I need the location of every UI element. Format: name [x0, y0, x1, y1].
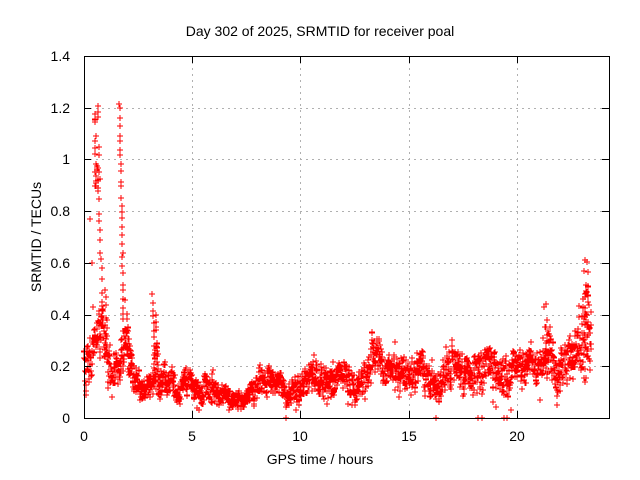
- y-tick-label: 0.4: [51, 307, 71, 323]
- x-tick-label: 10: [292, 428, 308, 444]
- axis-layer: [84, 56, 610, 419]
- x-tick-label: 5: [188, 428, 196, 444]
- y-tick-label: 0.8: [51, 203, 71, 219]
- y-tick-label: 0.2: [51, 358, 71, 374]
- y-tick-label: 0: [62, 410, 70, 426]
- chart-title: Day 302 of 2025, SRMTID for receiver poa…: [186, 23, 454, 39]
- x-tick-label: 20: [509, 428, 525, 444]
- y-tick-label: 0.6: [51, 255, 71, 271]
- y-tick-label: 1.2: [51, 100, 71, 116]
- x-axis-label: GPS time / hours: [267, 451, 374, 467]
- y-tick-label: 1.4: [51, 48, 71, 64]
- y-axis-label: SRMTID / TECUs: [28, 182, 44, 292]
- plot-border: [84, 56, 610, 419]
- y-tick-label: 1: [62, 151, 70, 167]
- x-tick-label: 0: [80, 428, 88, 444]
- tick-label-layer: 0 5 10 15 20 0 0.2 0.4 0.6 0.8 1 1.2 1.4: [51, 48, 525, 444]
- x-tick-label: 15: [401, 428, 417, 444]
